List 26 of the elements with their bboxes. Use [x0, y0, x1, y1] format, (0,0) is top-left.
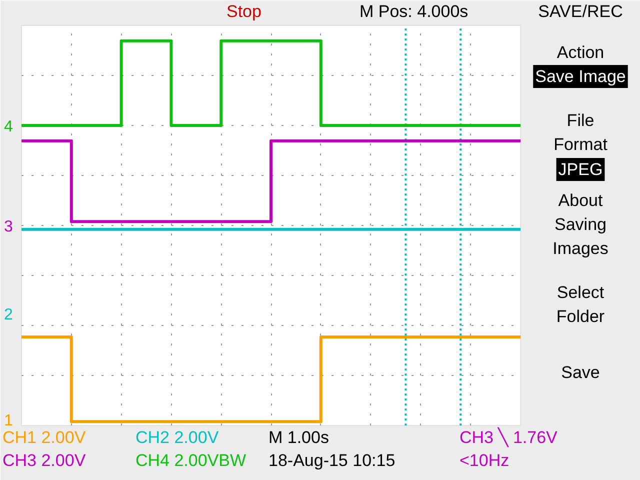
text: Save Image [535, 67, 626, 86]
text: 18-Aug-15 10:15 [268, 451, 396, 470]
text: 1 [4, 412, 14, 430]
text: Stop [226, 2, 262, 21]
text: M 1.00s [268, 428, 329, 447]
text: Save [561, 363, 600, 382]
text: 2 [4, 306, 14, 324]
text: CH3 ╲ 1.76V [460, 427, 558, 448]
text: <10Hz [460, 451, 510, 470]
text: CH2 2.00V [136, 428, 220, 447]
text: SAVE/REC [538, 2, 623, 21]
text: 4 [4, 118, 14, 136]
text: CH4 2.00VBW [136, 451, 246, 470]
text: File [566, 111, 594, 130]
text: Select [556, 283, 604, 302]
text: Action [556, 43, 604, 62]
text: Folder [556, 307, 605, 326]
series-label: CH1 2.00V [2, 428, 86, 447]
text: M Pos: 4.000s [360, 2, 468, 21]
text: Format [554, 135, 608, 154]
text: About [558, 191, 603, 210]
text: JPEG [558, 160, 603, 179]
text: Images [552, 239, 608, 258]
text: Saving [554, 215, 606, 234]
text: 3 [4, 218, 14, 236]
text: CH3 2.00V [2, 451, 86, 470]
